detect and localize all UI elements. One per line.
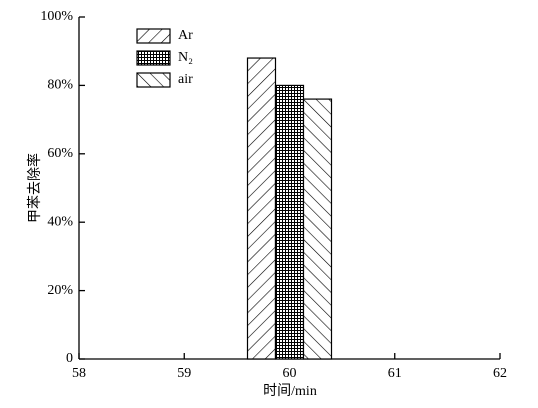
bar (274, 84, 305, 360)
y-tick-label: 60% (47, 146, 73, 161)
y-tick-label: 20% (47, 283, 73, 298)
x-tick-label: 61 (388, 366, 402, 381)
legend-label: air (178, 72, 193, 87)
legend-swatch (136, 72, 171, 88)
legend-swatch (136, 50, 171, 66)
legend-swatch (136, 28, 171, 44)
bar (302, 98, 333, 360)
x-tick-label: 58 (72, 366, 86, 381)
bar (246, 57, 277, 360)
y-axis-label: 甲苯去除率 (26, 153, 43, 223)
legend-label: N₂ (178, 50, 193, 65)
y-tick-label: 0 (66, 351, 73, 366)
y-tick-label: 40% (47, 214, 73, 229)
x-tick-label: 60 (283, 366, 297, 381)
y-tick-label: 80% (47, 78, 73, 93)
x-axis-label: 时间/min (263, 383, 317, 399)
legend-label: Ar (178, 28, 193, 43)
y-tick-label: 100% (40, 9, 73, 24)
x-tick-label: 62 (493, 366, 507, 381)
x-tick-label: 59 (177, 366, 191, 381)
